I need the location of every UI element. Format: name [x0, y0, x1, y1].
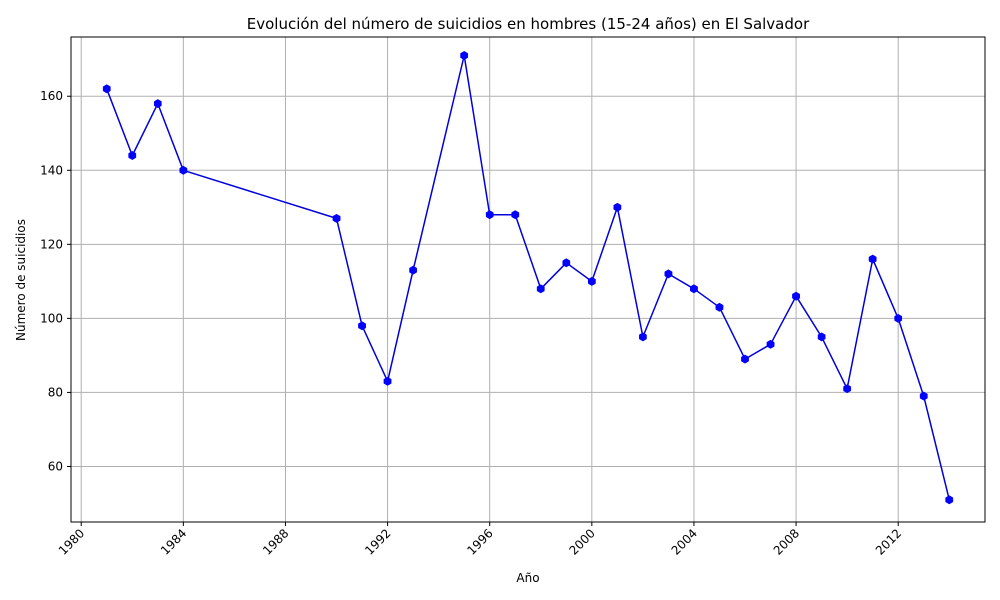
data-point [383, 376, 392, 386]
plot-area [102, 51, 954, 505]
data-point [715, 302, 724, 312]
x-tick-label: 2008 [771, 526, 802, 557]
data-point [613, 202, 622, 212]
y-axis-label: Número de suicidios [14, 219, 28, 341]
data-point [485, 210, 494, 220]
data-point [562, 258, 571, 268]
data-point [128, 151, 137, 160]
x-axis-label: Año [516, 571, 539, 585]
data-point [511, 210, 520, 220]
data-point [332, 213, 341, 223]
data-point [409, 265, 417, 275]
grid [71, 37, 985, 522]
data-point [179, 165, 188, 175]
data-point [843, 384, 852, 394]
data-point [358, 321, 366, 331]
y-tick-label: 80 [48, 385, 63, 399]
x-tick-label: 1980 [56, 526, 87, 557]
x-tick-label: 1984 [158, 526, 189, 557]
series-line [105, 54, 951, 500]
x-axis: 1980 1984 1988 1992 1996 2000 2004 2008 2012 [56, 522, 904, 558]
data-point [690, 284, 698, 294]
data-point [536, 284, 545, 294]
x-tick-label: 2012 [873, 526, 904, 557]
y-axis: 60 80 100 120 140 160 [40, 89, 71, 473]
y-tick-label: 100 [40, 311, 63, 325]
y-tick-label: 140 [40, 163, 63, 177]
data-point [460, 51, 469, 60]
data-point [766, 339, 775, 349]
data-point [894, 313, 903, 323]
data-point [741, 354, 749, 364]
data-point [102, 84, 111, 94]
chart-title: Evolución del número de suicidios en hom… [247, 15, 810, 33]
data-point [153, 99, 162, 109]
data-point [868, 254, 877, 264]
data-point [792, 291, 800, 301]
x-tick-label: 2000 [566, 526, 597, 557]
y-tick-label: 160 [40, 89, 63, 103]
data-point [587, 276, 596, 286]
data-point [817, 332, 826, 342]
data-point [639, 332, 647, 342]
x-tick-label: 1988 [260, 526, 291, 557]
data-point [664, 269, 673, 279]
x-tick-label: 1992 [362, 526, 393, 557]
y-tick-label: 60 [48, 459, 63, 473]
x-tick-label: 1996 [464, 526, 495, 557]
y-tick-label: 120 [40, 237, 63, 251]
x-tick-label: 2004 [669, 526, 700, 557]
data-point [945, 495, 954, 505]
data-point [919, 391, 928, 401]
plot-frame [70, 36, 986, 523]
